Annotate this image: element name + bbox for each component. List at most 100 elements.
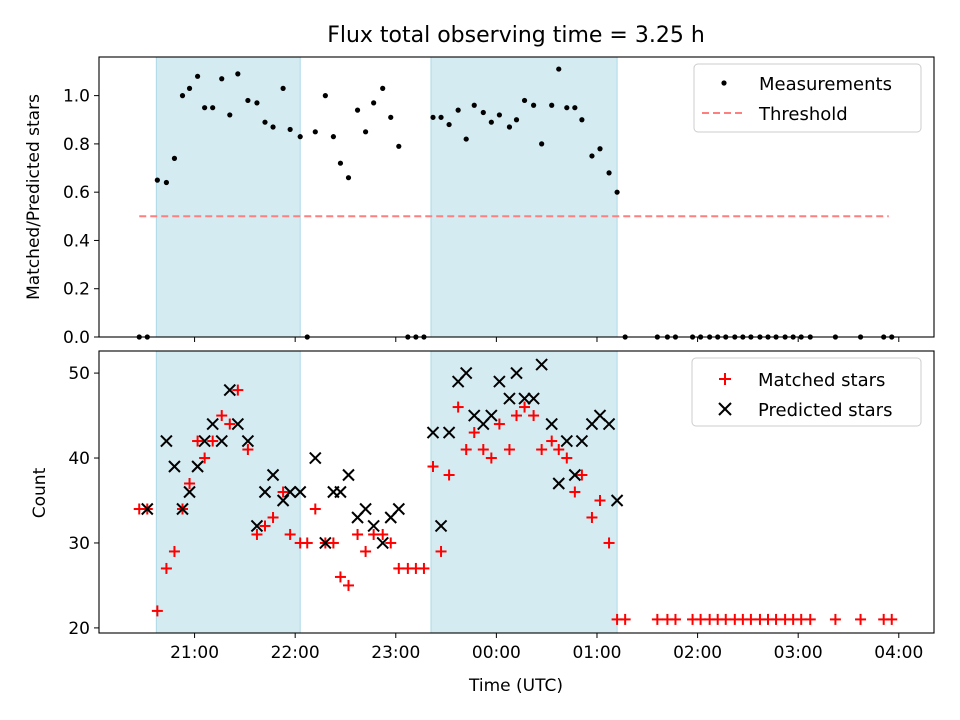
matched-stars-point [493, 418, 505, 430]
matched-stars-point [184, 478, 196, 490]
matched-stars-point [651, 613, 663, 625]
matched-stars-point [511, 410, 522, 422]
measurements-point [539, 141, 545, 147]
measurements-point [362, 129, 369, 135]
x-tick-label: 00:00 [472, 643, 521, 663]
predicted-stars-point [309, 451, 322, 465]
series-matched-stars [133, 384, 898, 625]
predicted-stars-point [241, 434, 255, 448]
matched-stars-point [460, 444, 472, 456]
measurements-point [371, 100, 377, 106]
matched-stars-point [829, 613, 841, 625]
measurements-point [438, 114, 444, 120]
matched-stars-point [485, 452, 497, 464]
measurements-point [354, 107, 361, 113]
measurements-point [496, 112, 502, 118]
matched-stars-point [224, 418, 236, 430]
predicted-stars-point [231, 417, 245, 431]
matched-stars-point [277, 486, 289, 498]
x-tick-label: 23:00 [371, 643, 420, 663]
measurements-point [521, 97, 528, 104]
top-legend: Measurements Threshold [693, 63, 922, 133]
measurements-point [572, 105, 578, 111]
measurements-point [388, 114, 394, 120]
measurements-point [297, 134, 303, 140]
measurements-point [280, 85, 286, 91]
predicted-stars-point [434, 519, 448, 533]
x-tick-label: 04:00 [874, 643, 923, 663]
x-tick-label: 03:00 [774, 643, 823, 663]
matched-stars-point [452, 401, 464, 413]
predicted-stars-point [575, 434, 589, 448]
bottom-shaded-region-2 [430, 350, 618, 634]
bottom-y-axis-label: Count [30, 467, 50, 518]
predicted-stars-point [141, 502, 154, 516]
matched-stars-point [168, 545, 180, 557]
predicted-stars-point [223, 383, 236, 397]
measurements-point [322, 93, 328, 99]
bottom-panel: 20 30 40 50 21:00 22:00 23:00 00:00 01:00 02:00 0… [30, 350, 935, 696]
x-tick-label: 01:00 [572, 643, 621, 663]
predicted-stars-point [493, 375, 506, 388]
predicted-stars-point [160, 434, 173, 448]
measurements-point [287, 126, 293, 133]
bottom-x-ticks: 21:00 22:00 23:00 00:00 01:00 02:00 03:00 04:00 [170, 633, 923, 663]
matched-stars-point [546, 435, 558, 447]
top-y-tick-label: 1.0 [63, 87, 90, 107]
measurements-point [506, 124, 513, 130]
x-tick-label: 02:00 [673, 643, 722, 663]
legend-label-predicted-stars: Predicted stars [758, 400, 892, 421]
predicted-stars-point [510, 366, 523, 380]
predicted-stars-point [176, 502, 189, 516]
bottom-y-tick-label: 20 [68, 619, 90, 639]
predicted-stars-point [518, 392, 531, 405]
matched-stars-point [151, 605, 163, 617]
measurements-point [194, 73, 201, 79]
top-panel: 0.0 0.2 0.4 0.6 0.8 1.0 Matched/Predicted sta… [24, 56, 935, 348]
predicted-stars-point [568, 468, 582, 482]
matched-stars-point [360, 545, 372, 557]
measurements-point [589, 153, 595, 159]
matched-stars-point [216, 410, 228, 422]
top-shaded-regions [155, 56, 618, 338]
predicted-stars-point [342, 468, 355, 482]
measurements-point [463, 136, 469, 142]
matched-stars-point [603, 537, 615, 549]
measurements-point [245, 97, 251, 104]
predicted-stars-point [392, 502, 406, 516]
matched-stars-point [352, 528, 364, 540]
predicted-stars-point [168, 460, 181, 473]
predicted-stars-point [545, 417, 558, 431]
measurements-point [380, 85, 386, 91]
matched-stars-point [284, 528, 296, 540]
predicted-stars-point [359, 502, 372, 516]
predicted-stars-point [552, 477, 565, 490]
bottom-y-tick-label: 40 [68, 449, 90, 469]
predicted-stars-point [367, 519, 380, 533]
matched-stars-point [309, 503, 321, 515]
predicted-stars-point [610, 494, 624, 507]
top-y-tick-label: 0.8 [63, 135, 90, 155]
measurements-point [179, 93, 186, 99]
predicted-stars-point [527, 392, 540, 405]
x-axis-label: Time (UTC) [468, 676, 563, 696]
matched-stars-point [576, 469, 588, 481]
predicted-stars-point [276, 494, 290, 507]
legend-marker-measurements [721, 80, 727, 86]
measurements-point [210, 105, 216, 111]
matched-stars-point [503, 444, 515, 456]
measurements-point [549, 102, 555, 108]
matched-stars-point [377, 528, 389, 540]
matched-stars-point [477, 444, 489, 456]
measurements-point [235, 71, 241, 77]
predicted-stars-point [258, 485, 272, 499]
bottom-y-ticks: 20 30 40 50 [68, 364, 99, 639]
top-y-ticks: 0.0 0.2 0.4 0.6 0.8 1.0 [63, 87, 99, 348]
matched-stars-point [199, 452, 211, 464]
measurements-point [396, 143, 402, 149]
measurements-point [597, 146, 603, 152]
measurements-point [337, 160, 344, 166]
top-y-tick-label: 0.0 [63, 328, 90, 348]
predicted-stars-point [485, 409, 498, 422]
matched-stars-point [301, 537, 313, 549]
